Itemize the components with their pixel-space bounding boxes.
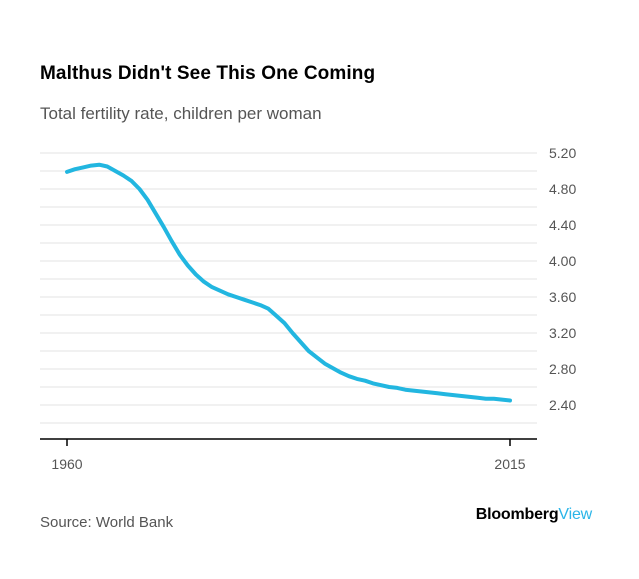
series-layer [65,162,512,403]
brand-secondary: View [558,506,592,523]
source-note: Source: World Bank [40,514,174,531]
fertility-rate-line [65,162,512,403]
bloomberg-view-logo: BloombergView [476,506,592,524]
y-tick-label: 4.00 [549,253,576,269]
x-axis: 1960 2015 [40,438,537,472]
chart-subtitle: Total fertility rate, children per woman [40,104,322,123]
x-tick-label: 1960 [51,456,82,472]
y-axis-ticks: 2.40 2.80 3.20 3.60 4.00 4.40 4.80 5.20 [549,145,576,413]
y-tick-label: 2.40 [549,397,576,413]
y-tick-label: 4.80 [549,181,576,197]
x-tick-label: 2015 [494,456,525,472]
chart-title: Malthus Didn't See This One Coming [40,63,376,84]
brand-primary: Bloomberg [475,506,559,523]
y-tick-label: 5.20 [549,145,576,161]
y-tick-label: 3.20 [549,325,576,341]
y-tick-label: 4.40 [549,217,576,233]
y-tick-label: 2.80 [549,361,576,377]
y-tick-label: 3.60 [549,289,576,305]
grid-lines [40,152,537,424]
